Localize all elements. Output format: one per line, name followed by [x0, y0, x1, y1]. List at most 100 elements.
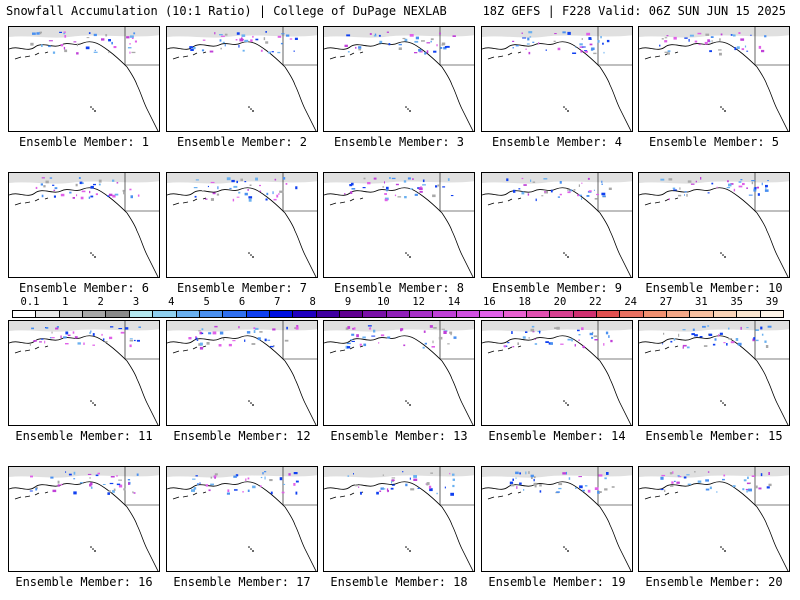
colorbar-tick-label: 3 — [132, 296, 140, 308]
ensemble-member-label: Ensemble Member: 19 — [488, 575, 626, 589]
ensemble-map-panel — [8, 466, 160, 572]
ensemble-member-label: Ensemble Member: 18 — [330, 575, 468, 589]
map-image — [482, 467, 632, 571]
colorbar-segment — [363, 311, 387, 317]
colorbar-segment — [690, 311, 714, 317]
ensemble-map-panel — [166, 172, 318, 278]
colorbar-segment — [386, 311, 411, 317]
ensemble-map-panel — [481, 466, 633, 572]
map-image — [324, 467, 474, 571]
ensemble-map-panel — [323, 26, 475, 132]
chart-title: Snowfall Accumulation (10:1 Ratio) | Col… — [6, 4, 447, 18]
ensemble-map-panel — [481, 26, 633, 132]
colorbar-segment — [433, 311, 457, 317]
colorbar-segment — [199, 311, 224, 317]
ensemble-member-label: Ensemble Member: 16 — [15, 575, 153, 589]
colorbar-segment — [480, 311, 504, 317]
ensemble-member-label: Ensemble Member: 3 — [333, 135, 465, 149]
colorbar-tick-label: 4 — [168, 296, 175, 308]
colorbar-segment — [573, 311, 597, 317]
map-image — [9, 321, 159, 425]
colorbar-segment — [340, 311, 364, 317]
ensemble-map-panel — [323, 320, 475, 426]
colorbar-tick-label: 22 — [589, 296, 602, 308]
chart-subtitle: 18Z GEFS | F228 Valid: 06Z SUN JUN 15 20… — [482, 4, 786, 18]
colorbar-tick-label: 18 — [518, 296, 531, 308]
ensemble-member-label: Ensemble Member: 15 — [645, 429, 783, 443]
ensemble-member-label: Ensemble Member: 7 — [176, 281, 308, 295]
colorbar-tick-label: 2 — [97, 296, 104, 308]
ensemble-map-panel — [638, 172, 790, 278]
ensemble-map-panel — [166, 466, 318, 572]
map-image — [639, 173, 789, 277]
ensemble-member-label: Ensemble Member: 2 — [176, 135, 308, 149]
colorbar-tick-label: 27 — [659, 296, 673, 308]
map-image — [482, 321, 632, 425]
map-image — [324, 27, 474, 131]
colorbar-segment — [316, 311, 341, 317]
colorbar-segment — [269, 311, 294, 317]
colorbar-segment — [223, 311, 247, 317]
ensemble-member-label: Ensemble Member: 5 — [648, 135, 780, 149]
ensemble-map-panel — [638, 26, 790, 132]
colorbar-tick-label: 7 — [274, 296, 281, 308]
colorbar-tick-label: 12 — [412, 296, 425, 308]
map-image — [167, 467, 317, 571]
ensemble-map-panel — [481, 320, 633, 426]
colorbar-segment — [550, 311, 574, 317]
ensemble-map-panel — [323, 466, 475, 572]
colorbar-tick-labels: 0.1 1 2 3 4 5 6 7 8 9 10 12 14 16 18 20 22 24 27 31 35 39 — [12, 296, 784, 310]
colorbar-segment — [503, 311, 527, 317]
map-image — [9, 27, 159, 131]
ensemble-member-label: Ensemble Member: 17 — [173, 575, 311, 589]
colorbar-tick-label: 1 — [62, 296, 69, 308]
colorbar-segment — [620, 311, 644, 317]
colorbar-tick-label: 6 — [238, 296, 246, 308]
colorbar-segment — [760, 311, 783, 317]
map-image — [482, 27, 632, 131]
ensemble-map-panel — [166, 26, 318, 132]
colorbar-segment — [176, 311, 200, 317]
ensemble-member-label: Ensemble Member: 20 — [645, 575, 783, 589]
colorbar-segment — [106, 311, 130, 317]
map-image — [324, 173, 474, 277]
colorbar-tick-label: 14 — [447, 296, 461, 308]
map-image — [324, 321, 474, 425]
colorbar-tick-label: 16 — [483, 296, 496, 308]
colorbar-segment — [737, 311, 761, 317]
ensemble-map-panel — [638, 320, 790, 426]
colorbar-tick-label: 0.1 — [20, 296, 40, 308]
map-image — [639, 27, 789, 131]
map-image — [167, 321, 317, 425]
colorbar-segment — [643, 311, 668, 317]
colorbar-tick-label: 24 — [624, 296, 637, 308]
ensemble-member-label: Ensemble Member: 13 — [330, 429, 468, 443]
ensemble-map-panel — [323, 172, 475, 278]
ensemble-map-panel — [8, 26, 160, 132]
colorbar-tick-label: 5 — [203, 296, 210, 308]
colorbar-tick-label: 20 — [553, 296, 567, 308]
map-image — [639, 321, 789, 425]
colorbar-tick-label: 9 — [344, 296, 352, 308]
colorbar-segment — [246, 311, 270, 317]
colorbar-segment — [293, 311, 317, 317]
ensemble-map-panel — [8, 320, 160, 426]
colorbar-segment — [410, 311, 434, 317]
colorbar-segment — [83, 311, 107, 317]
colorbar — [12, 310, 784, 318]
map-image — [167, 27, 317, 131]
ensemble-member-label: Ensemble Member: 6 — [18, 281, 150, 295]
ensemble-map-panel — [8, 172, 160, 278]
colorbar-segment — [13, 311, 37, 317]
colorbar-tick-label: 39 — [765, 296, 779, 308]
colorbar-tick-label: 10 — [377, 296, 390, 308]
map-image — [482, 173, 632, 277]
colorbar-segment — [59, 311, 84, 317]
colorbar-segment — [667, 311, 691, 317]
colorbar-tick-label: 8 — [309, 296, 316, 308]
ensemble-map-panel — [481, 172, 633, 278]
ensemble-map-panel — [166, 320, 318, 426]
colorbar-tick-label: 35 — [730, 296, 743, 308]
map-image — [9, 467, 159, 571]
